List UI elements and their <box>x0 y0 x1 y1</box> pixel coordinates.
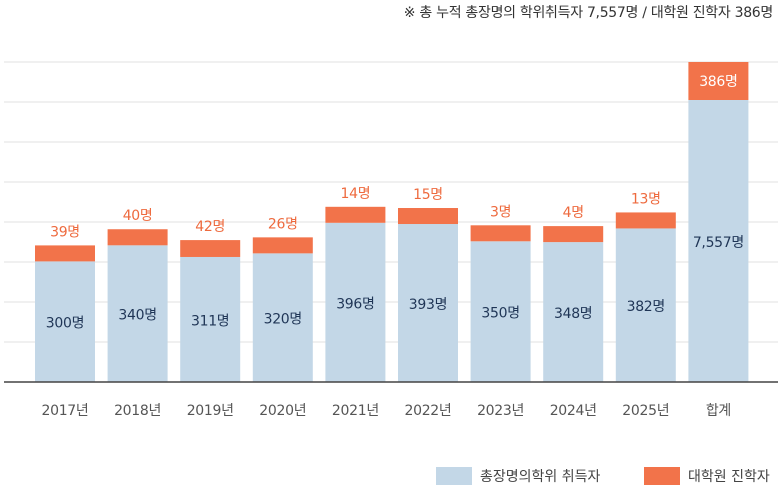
x-tick-label: 2023년 <box>477 403 524 419</box>
bar-degree <box>107 245 168 382</box>
x-tick-label: 2025년 <box>622 403 669 419</box>
data-label-grad: 14명 <box>341 186 371 202</box>
x-tick-label: 2019년 <box>187 403 234 419</box>
bar-degree <box>180 256 241 382</box>
bar-degree <box>615 228 676 382</box>
data-label-degree: 382명 <box>627 299 665 315</box>
x-tick-label: 합계 <box>706 403 731 419</box>
bar-degree <box>470 241 531 382</box>
bar-grad <box>543 226 604 243</box>
data-label-degree: 393명 <box>409 297 447 313</box>
data-label-degree: 348명 <box>554 306 592 322</box>
data-label-degree: 340명 <box>118 308 156 324</box>
data-label-grad: 26명 <box>268 216 298 232</box>
bar-grad <box>615 212 676 229</box>
legend-label-grad: 대학원 진학자 <box>688 469 770 485</box>
bar-grad <box>688 62 749 100</box>
data-label-grad: 4명 <box>563 205 584 221</box>
x-tick-label: 2021년 <box>332 403 379 419</box>
data-label-grad: 3명 <box>490 204 511 220</box>
legend-label-degree: 총장명의학위 취득자 <box>480 469 601 485</box>
bar-degree <box>398 224 458 382</box>
data-label-degree: 320명 <box>264 312 302 328</box>
bar-degree <box>543 242 604 382</box>
cumulative-total-note: ※ 총 누적 총장명의 학위취득자 7,557명 / 대학원 진학자 386명 <box>403 5 774 21</box>
data-label-degree: 396명 <box>336 296 374 312</box>
x-tick-label: 2024년 <box>550 403 597 419</box>
bar-grad <box>398 208 458 225</box>
legend-swatch-degree <box>436 467 472 485</box>
bar-grad <box>470 225 531 242</box>
data-label-grad: 39명 <box>50 224 80 240</box>
data-label-grad: 15명 <box>413 187 443 203</box>
bar-grad <box>180 240 241 257</box>
bar-grad <box>252 237 313 254</box>
bar-grad <box>35 245 95 262</box>
bar-degree <box>325 222 386 382</box>
data-label-degree: 350명 <box>481 306 519 322</box>
x-tick-label: 2022년 <box>404 403 451 419</box>
x-tick-label: 2017년 <box>41 403 88 419</box>
bar-degree <box>35 261 95 382</box>
legend-swatch-grad <box>644 467 680 485</box>
legend-item-grad: 대학원 진학자 <box>644 466 770 486</box>
x-tick-label: 2020년 <box>259 403 306 419</box>
data-label-degree: 311명 <box>191 313 229 329</box>
data-label-degree: 300명 <box>46 316 84 332</box>
data-label-grad: 386명 <box>699 74 737 90</box>
data-label-grad: 42명 <box>195 219 225 235</box>
legend-item-degree: 총장명의학위 취득자 <box>436 466 600 486</box>
bar-grad <box>107 229 168 246</box>
data-label-grad: 40명 <box>123 208 153 224</box>
bar-grad <box>325 206 386 223</box>
data-label-grad: 13명 <box>631 191 661 207</box>
data-label-degree: 7,557명 <box>693 235 744 251</box>
bar-degree <box>688 100 749 382</box>
x-tick-label: 2018년 <box>114 403 161 419</box>
stacked-bar-chart: 300명 39명 2017년 340명 40명 2018년 311명 42명 2019년 320명… <box>4 61 778 419</box>
bar-degree <box>252 253 313 382</box>
